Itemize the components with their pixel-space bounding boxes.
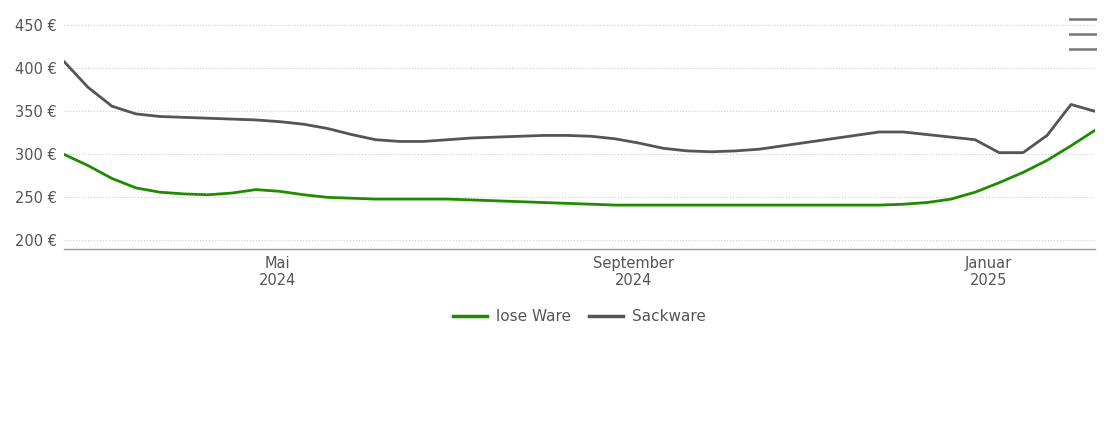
Legend: lose Ware, Sackware: lose Ware, Sackware [447,303,712,330]
